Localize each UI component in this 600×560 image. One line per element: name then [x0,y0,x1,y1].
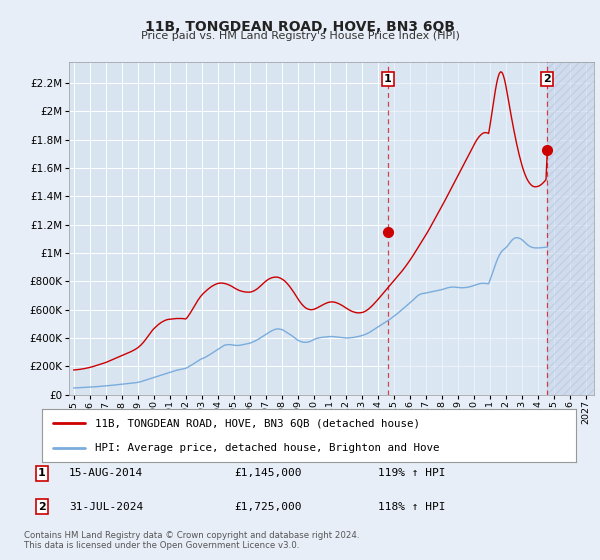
Text: 119% ↑ HPI: 119% ↑ HPI [378,468,445,478]
Text: 15-AUG-2014: 15-AUG-2014 [69,468,143,478]
Text: 2: 2 [38,502,46,512]
Text: £1,725,000: £1,725,000 [234,502,302,512]
Text: 2: 2 [544,73,551,83]
Text: 11B, TONGDEAN ROAD, HOVE, BN3 6QB (detached house): 11B, TONGDEAN ROAD, HOVE, BN3 6QB (detac… [95,418,421,428]
Text: Contains HM Land Registry data © Crown copyright and database right 2024.
This d: Contains HM Land Registry data © Crown c… [24,531,359,550]
Bar [547,62,594,395]
Bar [388,62,547,395]
Text: £1,145,000: £1,145,000 [234,468,302,478]
Text: HPI: Average price, detached house, Brighton and Hove: HPI: Average price, detached house, Brig… [95,442,440,452]
Text: Price paid vs. HM Land Registry's House Price Index (HPI): Price paid vs. HM Land Registry's House … [140,31,460,41]
Text: 31-JUL-2024: 31-JUL-2024 [69,502,143,512]
Text: 1: 1 [38,468,46,478]
Bar [547,62,594,395]
Text: 11B, TONGDEAN ROAD, HOVE, BN3 6QB: 11B, TONGDEAN ROAD, HOVE, BN3 6QB [145,20,455,34]
Text: 118% ↑ HPI: 118% ↑ HPI [378,502,445,512]
Text: 1: 1 [384,73,392,83]
